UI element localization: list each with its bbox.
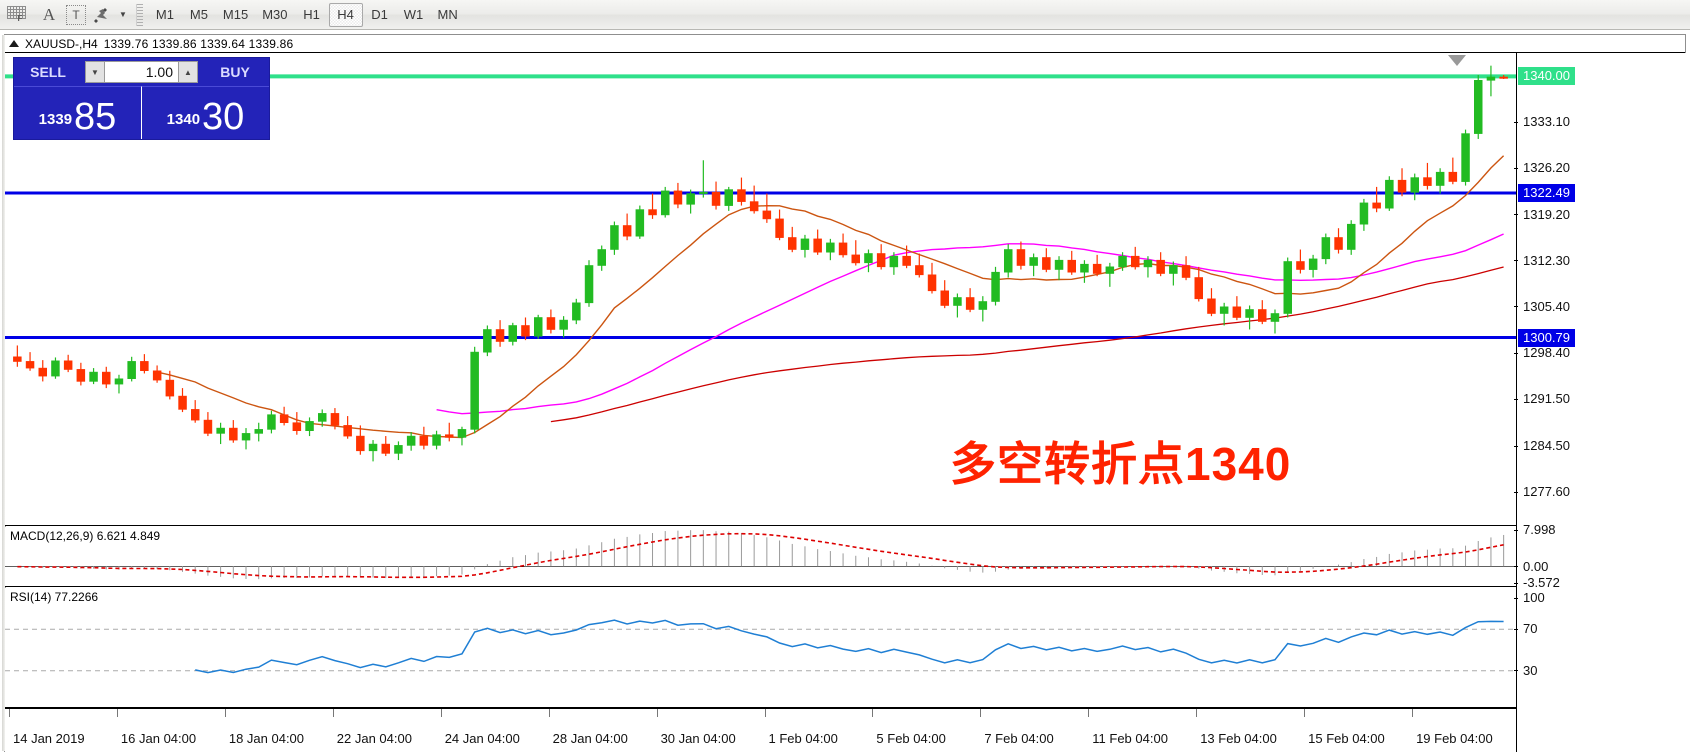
timeframe-mn[interactable]: MN bbox=[437, 7, 458, 22]
macd-tick-7_998: 7.998 bbox=[1514, 522, 1556, 537]
price-tick-1319-20: 1319.20 bbox=[1514, 207, 1570, 222]
macd-label: MACD(12,26,9) 6.621 4.849 bbox=[10, 529, 161, 543]
buy-price-button[interactable]: 1340 30 bbox=[142, 86, 269, 139]
time-tick bbox=[548, 709, 550, 717]
time-tick bbox=[1304, 709, 1306, 717]
time-tick bbox=[332, 709, 334, 717]
price-tick-1277-60: 1277.60 bbox=[1514, 484, 1570, 499]
text-label-icon[interactable]: A bbox=[42, 4, 56, 24]
timeframe-m30[interactable]: M30 bbox=[262, 7, 288, 22]
timeframe-m5[interactable]: M5 bbox=[189, 7, 208, 22]
toolbar-separator bbox=[135, 3, 143, 26]
time-label-10: 11 Feb 04:00 bbox=[1092, 731, 1168, 746]
time-label-12: 15 Feb 04:00 bbox=[1308, 731, 1385, 746]
time-axis[interactable]: 14 Jan 2019 16 Jan 04:00 18 Jan 04:00 22 Ja… bbox=[5, 708, 1516, 752]
volume-input[interactable]: 1.00 bbox=[105, 61, 178, 83]
price-tick-1326-20: 1326.20 bbox=[1514, 160, 1570, 175]
time-label-7: 1 Feb 04:00 bbox=[768, 731, 838, 746]
sell-button-label[interactable]: SELL bbox=[30, 64, 66, 80]
volume-decrement-icon[interactable]: ▼ bbox=[85, 61, 105, 83]
macd-pane[interactable]: MACD(12,26,9) 6.621 4.849 bbox=[5, 527, 1516, 587]
timeframe-d1[interactable]: D1 bbox=[371, 7, 388, 22]
sell-price-big-figure: 1339 bbox=[38, 111, 73, 128]
time-tick bbox=[9, 709, 10, 717]
rsi-label: RSI(14) 77.2266 bbox=[10, 590, 99, 604]
price-tick-1291-50: 1291.50 bbox=[1514, 391, 1570, 406]
price-tick-1284-50: 1284.50 bbox=[1514, 438, 1570, 453]
sell-price-button[interactable]: 1339 85 bbox=[14, 86, 142, 139]
time-label-3: 22 Jan 04:00 bbox=[336, 731, 412, 746]
price-badge-1322-49[interactable]: 1322.49 bbox=[1518, 183, 1575, 202]
volume-field-wrap[interactable]: ▼ 1.00 ▲ bbox=[82, 58, 201, 86]
time-label-0: 14 Jan 2019 bbox=[13, 731, 85, 746]
rsi-pane[interactable]: RSI(14) 77.2266 bbox=[5, 588, 1516, 708]
buy-price-pips: 30 bbox=[202, 96, 245, 138]
time-label-5: 28 Jan 04:00 bbox=[552, 731, 628, 746]
time-tick bbox=[656, 709, 658, 717]
price-badge-1300-79[interactable]: 1300.79 bbox=[1518, 328, 1575, 347]
time-label-11: 13 Feb 04:00 bbox=[1200, 731, 1277, 746]
price-tick-1305-40: 1305.40 bbox=[1514, 299, 1570, 314]
time-tick bbox=[1196, 709, 1198, 717]
rsi-tick-100: 100 bbox=[1514, 590, 1545, 605]
buy-price-big-figure: 1340 bbox=[166, 111, 201, 128]
time-tick bbox=[1412, 709, 1414, 717]
text-box-icon[interactable]: T bbox=[66, 4, 86, 25]
volume-increment-icon[interactable]: ▲ bbox=[178, 61, 198, 83]
time-tick bbox=[872, 709, 874, 717]
objects-dropdown-icon[interactable]: ▼ bbox=[119, 10, 127, 19]
price-scale[interactable]: 1333.10 1326.20 1319.20 1312.30 1305.40 1298.… bbox=[1513, 53, 1686, 708]
price-tick-1312-30: 1312.30 bbox=[1514, 253, 1570, 268]
time-label-4: 24 Jan 04:00 bbox=[444, 731, 520, 746]
price-pane[interactable]: 多空转折点1340 bbox=[5, 53, 1516, 526]
time-tick bbox=[440, 709, 442, 717]
price-scale-footer bbox=[1516, 708, 1686, 752]
chart-annotation-text: 多空转折点1340 bbox=[950, 438, 1292, 490]
timeframe-w1[interactable]: W1 bbox=[403, 7, 424, 22]
timeframe-h1[interactable]: H1 bbox=[303, 7, 320, 22]
price-tick-1333-10: 1333.10 bbox=[1514, 114, 1570, 129]
time-label-9: 7 Feb 04:00 bbox=[984, 731, 1054, 746]
time-label-6: 30 Jan 04:00 bbox=[660, 731, 736, 746]
price-badge-1340-00[interactable]: 1340.00 bbox=[1518, 67, 1575, 86]
time-tick bbox=[224, 709, 226, 717]
rsi-tick-70: 70 bbox=[1513, 621, 1537, 636]
one-click-trading-panel[interactable]: SELL ▼ 1.00 ▲ BUY 1339 85 1340 30 bbox=[13, 57, 270, 140]
macd-tick-_3_572: -3.572 bbox=[1514, 575, 1560, 590]
price-tick-1298-40: 1298.40 bbox=[1514, 345, 1570, 360]
timeframe-m1[interactable]: M1 bbox=[155, 7, 174, 22]
macd-tick-0_00: 0.00 bbox=[1513, 559, 1548, 574]
time-label-2: 18 Jan 04:00 bbox=[228, 731, 305, 746]
time-tick bbox=[980, 709, 982, 717]
time-label-1: 16 Jan 04:00 bbox=[120, 731, 197, 746]
time-tick bbox=[1088, 709, 1090, 717]
objects-icon[interactable] bbox=[88, 2, 118, 28]
timeframe-h4[interactable]: H4 bbox=[328, 2, 363, 27]
sell-price-pips: 85 bbox=[74, 96, 117, 138]
collapse-triangle-icon[interactable] bbox=[9, 40, 19, 47]
main-toolbar: A T ▼ M1 M5 M15 M30 H1 H4 D1 W1 MN bbox=[0, 0, 1690, 30]
rsi-tick-30: 30 bbox=[1513, 663, 1537, 678]
time-tick bbox=[764, 709, 766, 717]
timeframe-m15[interactable]: M15 bbox=[222, 7, 249, 22]
time-label-8: 5 Feb 04:00 bbox=[876, 731, 946, 746]
chart-window: XAUUSD-,H4 1339.76 1339.86 1339.64 1339.… bbox=[2, 34, 1686, 752]
grid-f-icon[interactable] bbox=[2, 2, 32, 28]
symbol-ohlc: 1339.76 1339.86 1339.64 1339.86 bbox=[103, 36, 294, 51]
crosshair-marker-icon bbox=[1447, 55, 1466, 66]
buy-button-label[interactable]: BUY bbox=[220, 64, 250, 80]
time-label-13: 19 Feb 04:00 bbox=[1416, 731, 1493, 746]
time-tick bbox=[116, 709, 118, 717]
symbol-name: XAUUSD-,H4 bbox=[25, 36, 98, 51]
symbol-header: XAUUSD-,H4 1339.76 1339.86 1339.64 1339.… bbox=[5, 35, 1685, 53]
